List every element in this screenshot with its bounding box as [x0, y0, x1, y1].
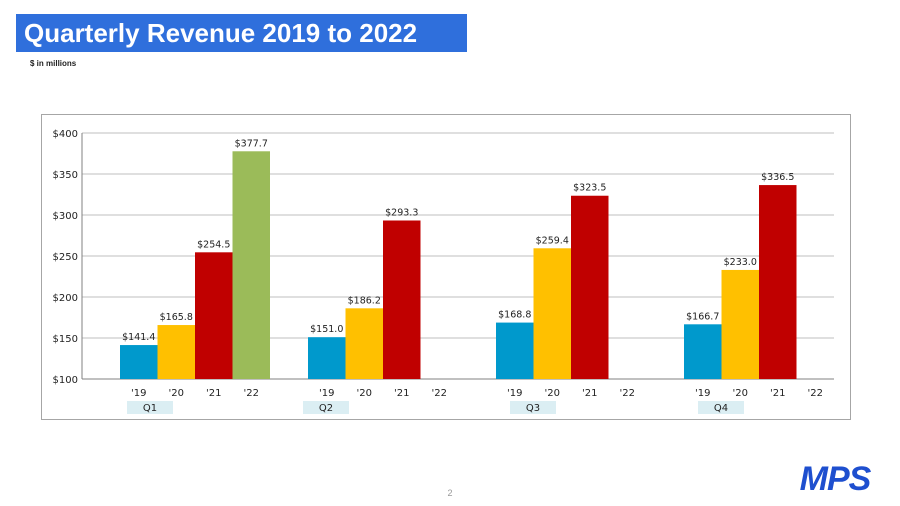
x-tick-label: '21 — [770, 388, 785, 399]
quarter-label-box — [510, 401, 556, 414]
bar — [571, 195, 609, 379]
y-tick-label: $150 — [53, 334, 78, 345]
bar — [533, 248, 571, 379]
y-tick-label: $400 — [53, 129, 78, 140]
y-tick-label: $100 — [53, 375, 78, 386]
quarter-label-box — [127, 401, 173, 414]
x-tick-label: '21 — [582, 388, 597, 399]
quarter-label-box — [698, 401, 744, 414]
data-label: $186.2 — [348, 295, 381, 306]
y-tick-label: $300 — [53, 211, 78, 222]
x-tick-label: '20 — [357, 388, 372, 399]
quarter-label: Q4 — [714, 403, 728, 414]
data-label: $151.0 — [310, 324, 343, 335]
units-subtitle: $ in millions — [30, 59, 77, 68]
x-tick-label: '20 — [733, 388, 748, 399]
bar — [721, 269, 759, 379]
x-tick-label: '19 — [131, 388, 146, 399]
x-tick-label: '22 — [620, 388, 635, 399]
x-tick-label: '22 — [244, 388, 259, 399]
bar — [120, 345, 158, 379]
bar — [345, 308, 383, 379]
slide-title: Quarterly Revenue 2019 to 2022 — [16, 14, 467, 52]
x-tick-label: '19 — [507, 388, 522, 399]
bar — [684, 324, 722, 379]
quarter-label: Q2 — [319, 403, 333, 414]
page-number: 2 — [447, 488, 453, 498]
x-tick-label: '22 — [432, 388, 447, 399]
data-label: $377.7 — [235, 138, 268, 149]
data-label: $141.4 — [122, 332, 155, 343]
x-tick-label: '20 — [545, 388, 560, 399]
y-tick-label: $350 — [53, 170, 78, 181]
data-label: $254.5 — [197, 239, 230, 250]
quarter-label: Q3 — [526, 403, 540, 414]
data-label: $336.5 — [761, 172, 794, 183]
x-tick-label: '21 — [206, 388, 221, 399]
bar — [308, 337, 346, 379]
quarter-label: Q1 — [143, 403, 157, 414]
data-label: $166.7 — [686, 311, 719, 322]
bar — [195, 252, 233, 379]
bar — [383, 220, 421, 379]
data-label: $168.8 — [498, 310, 531, 321]
data-label: $233.0 — [724, 257, 757, 268]
bar — [496, 322, 534, 379]
x-tick-label: '19 — [319, 388, 334, 399]
mps-logo: MPS — [800, 462, 873, 494]
x-tick-label: '20 — [169, 388, 184, 399]
bar — [759, 185, 797, 379]
y-tick-label: $250 — [53, 252, 78, 263]
x-tick-label: '19 — [695, 388, 710, 399]
y-tick-label: $200 — [53, 293, 78, 304]
bar — [157, 325, 195, 379]
revenue-bar-chart: $100 $150 $200 $250 $300 $350 $400 '19 $141.4 '20… — [41, 114, 851, 420]
mps-logo-text: MPS — [800, 462, 872, 494]
data-label: $259.4 — [536, 235, 569, 246]
x-tick-label: '22 — [808, 388, 823, 399]
quarter-label-box — [303, 401, 349, 414]
bar — [232, 151, 270, 379]
x-tick-label: '21 — [394, 388, 409, 399]
data-label: $323.5 — [573, 183, 606, 194]
data-label: $165.8 — [160, 312, 193, 323]
data-label: $293.3 — [385, 207, 418, 218]
